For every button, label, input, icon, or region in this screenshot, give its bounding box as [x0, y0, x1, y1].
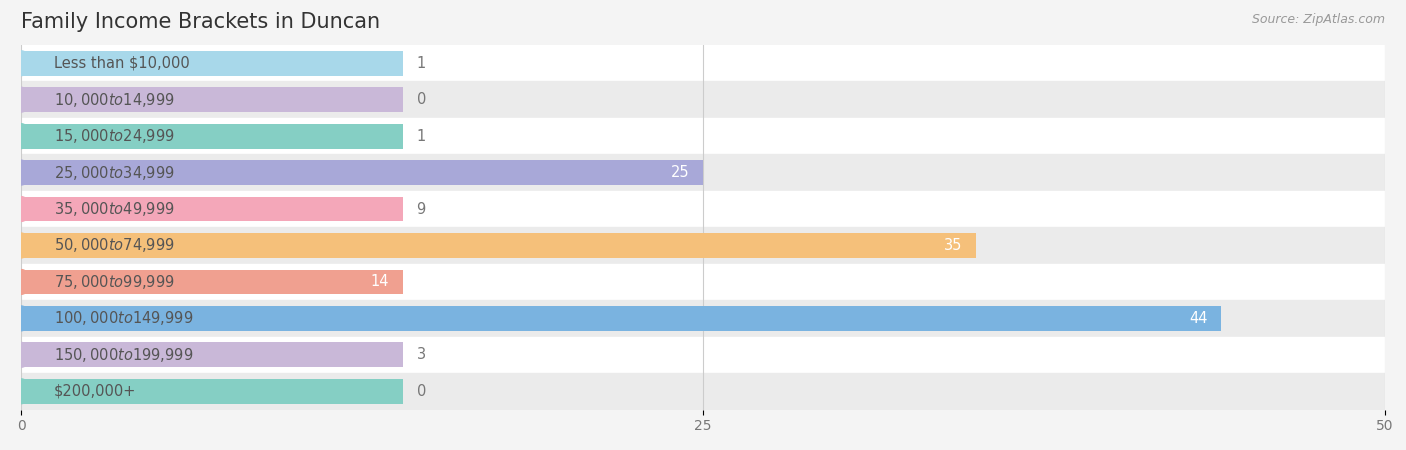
Text: $10,000 to $14,999: $10,000 to $14,999 — [53, 91, 174, 109]
Bar — [21, 373, 1385, 410]
Text: 35: 35 — [943, 238, 962, 253]
Text: 1: 1 — [416, 129, 426, 144]
Text: 14: 14 — [371, 274, 389, 289]
Text: 9: 9 — [416, 202, 426, 216]
Bar — [21, 227, 1385, 264]
Text: $100,000 to $149,999: $100,000 to $149,999 — [53, 310, 193, 328]
Bar — [21, 233, 976, 258]
Text: $50,000 to $74,999: $50,000 to $74,999 — [53, 237, 174, 255]
Bar — [21, 342, 404, 367]
Text: Family Income Brackets in Duncan: Family Income Brackets in Duncan — [21, 12, 380, 32]
Text: 0: 0 — [416, 92, 426, 107]
Text: $35,000 to $49,999: $35,000 to $49,999 — [53, 200, 174, 218]
Text: 3: 3 — [416, 347, 426, 362]
Text: $15,000 to $24,999: $15,000 to $24,999 — [53, 127, 174, 145]
Text: $150,000 to $199,999: $150,000 to $199,999 — [53, 346, 193, 364]
Bar — [21, 154, 1385, 191]
Circle shape — [11, 51, 31, 76]
Bar — [21, 264, 1385, 300]
Bar — [21, 45, 1385, 81]
Circle shape — [11, 197, 31, 221]
Text: 44: 44 — [1189, 311, 1208, 326]
Text: $75,000 to $99,999: $75,000 to $99,999 — [53, 273, 174, 291]
Circle shape — [11, 270, 31, 294]
Bar — [21, 87, 404, 112]
Text: Less than $10,000: Less than $10,000 — [53, 56, 190, 71]
Bar — [21, 300, 1385, 337]
Bar — [21, 379, 404, 404]
Text: $25,000 to $34,999: $25,000 to $34,999 — [53, 163, 174, 181]
Text: $200,000+: $200,000+ — [53, 384, 136, 399]
Bar — [21, 337, 1385, 373]
Bar — [21, 191, 1385, 227]
Bar — [21, 160, 703, 185]
Bar — [21, 81, 1385, 118]
Circle shape — [11, 306, 31, 331]
Bar — [21, 306, 1222, 331]
Circle shape — [11, 233, 31, 258]
Bar — [21, 51, 404, 76]
Bar — [21, 124, 404, 148]
Text: 25: 25 — [671, 165, 689, 180]
Text: 0: 0 — [416, 384, 426, 399]
Bar — [21, 118, 1385, 154]
Text: Source: ZipAtlas.com: Source: ZipAtlas.com — [1251, 14, 1385, 27]
Circle shape — [11, 87, 31, 112]
Bar — [21, 197, 404, 221]
Circle shape — [11, 124, 31, 148]
Circle shape — [11, 342, 31, 367]
Circle shape — [11, 379, 31, 404]
Circle shape — [11, 160, 31, 185]
Text: 1: 1 — [416, 56, 426, 71]
Bar — [21, 270, 404, 294]
